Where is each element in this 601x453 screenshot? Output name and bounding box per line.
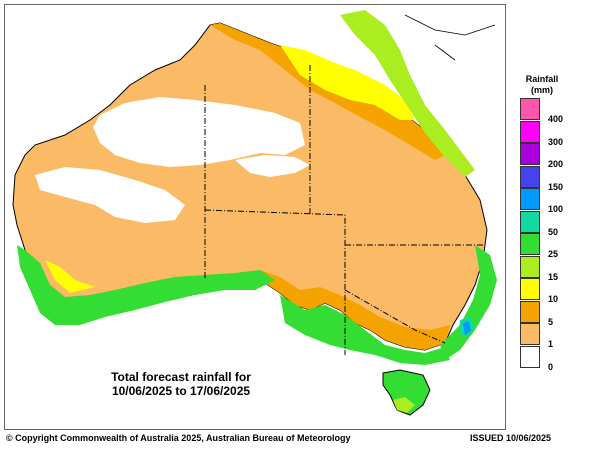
band-north-dark-orange [210, 23, 445, 160]
map-caption: Total forecast rainfall for 10/06/2025 t… [96, 370, 266, 398]
tasmania-west-green [393, 397, 415, 413]
legend-swatch-0 [520, 345, 540, 368]
legend-swatch-400 [520, 98, 540, 120]
legend-swatch-10 [520, 278, 540, 300]
legend-label-150: 150 [548, 181, 564, 192]
band-south-yellow [45, 260, 95, 293]
rainfall-map [4, 4, 506, 430]
legend-items: 400 300 200 150 100 50 25 15 10 5 1 0 [512, 98, 582, 372]
legend-label-100: 100 [548, 204, 564, 214]
legend-label-15: 15 [548, 271, 559, 282]
band-north-yellow [280, 45, 415, 120]
band-southeast-green [280, 295, 450, 365]
rainfall-legend: Rainfall (mm) 400 300 200 150 100 50 25 15 10 5 1 0 [512, 74, 582, 372]
legend-swatch-50 [520, 210, 540, 233]
dry-area-central [235, 155, 310, 177]
legend-label-10: 10 [548, 294, 559, 304]
legend-label-400: 400 [548, 114, 564, 124]
legend-swatch-300 [520, 120, 540, 143]
legend-label-25: 25 [548, 249, 559, 259]
dry-area-west [35, 167, 185, 223]
legend-label-200: 200 [548, 159, 564, 169]
issued-date: ISSUED 10/06/2025 [470, 433, 552, 443]
legend-swatch-150 [520, 165, 540, 188]
caption-line-2: 10/06/2025 to 17/06/2025 [111, 384, 251, 398]
blue-patch-east [463, 321, 471, 335]
band-southwest-green [17, 245, 275, 325]
legend-unit: (mm) [531, 85, 553, 95]
legend-label-0: 0 [548, 361, 554, 372]
legend-label-50: 50 [548, 226, 559, 237]
legend-title: Rainfall [525, 74, 559, 84]
legend-label-5: 5 [548, 316, 554, 327]
legend-swatch-5 [520, 300, 540, 323]
legend-swatch-1 [520, 323, 540, 345]
legend-label-300: 300 [548, 136, 564, 147]
png-coast [404, 14, 496, 61]
legend-swatch-100 [520, 188, 540, 210]
copyright-text: © Copyright Commonwealth of Australia 20… [6, 433, 351, 443]
australia-map-svg [12, 10, 497, 416]
state-borders [204, 65, 485, 355]
band-east-green [440, 245, 497, 360]
band-northeast-green [340, 10, 475, 177]
dry-area-north [93, 97, 305, 167]
caption-line-1: Total forecast rainfall for [111, 370, 251, 384]
legend-swatch-15 [520, 255, 540, 278]
legend-label-1: 1 [548, 339, 554, 349]
legend-swatch-200 [520, 143, 540, 165]
legend-swatch-25 [520, 233, 540, 255]
